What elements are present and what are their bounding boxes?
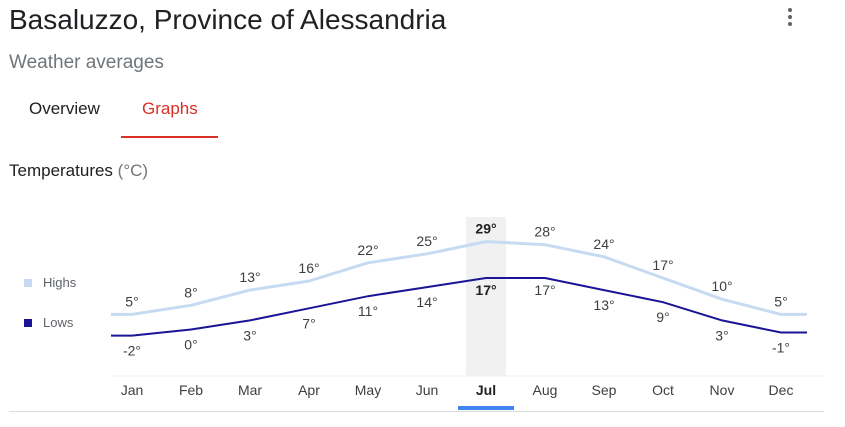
highs-label-dec: 5° [774,293,787,309]
tab-overview[interactable]: Overview [29,99,100,118]
month-label-feb: Feb [179,382,203,398]
legend-lows-label: Lows [43,315,74,330]
lows-label-jul: 17° [475,282,496,298]
lows-label-apr: 7° [302,315,315,331]
month-label-jan: Jan [121,382,144,398]
highs-label-jan: 5° [125,293,138,309]
highs-label-feb: 8° [184,284,197,300]
month-label-jun: Jun [416,382,439,398]
more-vert-icon[interactable] [778,6,802,32]
lows-label-jan: -2° [123,343,141,359]
legend-lows: Lows [24,315,73,330]
page-subtitle: Weather averages [9,52,164,73]
tab-graphs[interactable]: Graphs [142,99,198,118]
section-title-text: Temperatures [9,161,113,180]
month-label-oct: Oct [652,382,674,398]
lows-label-feb: 0° [184,337,197,353]
month-label-aug: Aug [533,382,558,398]
month-label-nov: Nov [710,382,735,398]
highs-label-may: 22° [357,242,378,258]
section-unit: (°C) [117,161,149,180]
lows-label-aug: 17° [534,282,555,298]
month-label-dec: Dec [769,382,794,398]
lows-label-sep: 13° [593,297,614,313]
legend-highs-swatch [24,278,32,287]
lows-label-may: 11° [358,303,378,319]
highs-label-mar: 13° [239,269,260,285]
lows-line [111,277,807,337]
highs-line [111,240,807,316]
lows-label-mar: 3° [243,327,256,343]
highs-label-oct: 17° [652,257,673,273]
month-label-apr: Apr [298,382,320,398]
highs-label-jul: 29° [475,221,496,237]
lows-label-nov: 3° [715,327,728,343]
highs-label-nov: 10° [711,278,732,294]
lows-label-jun: 14° [416,294,437,310]
tab-selected-indicator [121,136,218,138]
month-label-sep: Sep [592,382,617,398]
lows-label-dec: -1° [772,340,790,356]
selected-month-indicator [458,406,514,410]
legend-lows-swatch [24,318,32,327]
bottom-divider [9,411,824,412]
highs-label-aug: 28° [534,224,555,240]
legend-highs-label: Highs [43,275,77,290]
highs-label-sep: 24° [593,236,614,252]
page-title: Basaluzzo, Province of Alessandria [9,4,447,35]
month-label-may: May [355,382,381,398]
lows-label-oct: 9° [656,309,669,325]
section-title: Temperatures (°C) [9,161,148,181]
highs-label-jun: 25° [416,233,437,249]
month-label-jul: Jul [476,382,496,398]
legend-highs: Highs [24,275,76,290]
highs-label-apr: 16° [298,260,319,276]
month-label-mar: Mar [238,382,262,398]
